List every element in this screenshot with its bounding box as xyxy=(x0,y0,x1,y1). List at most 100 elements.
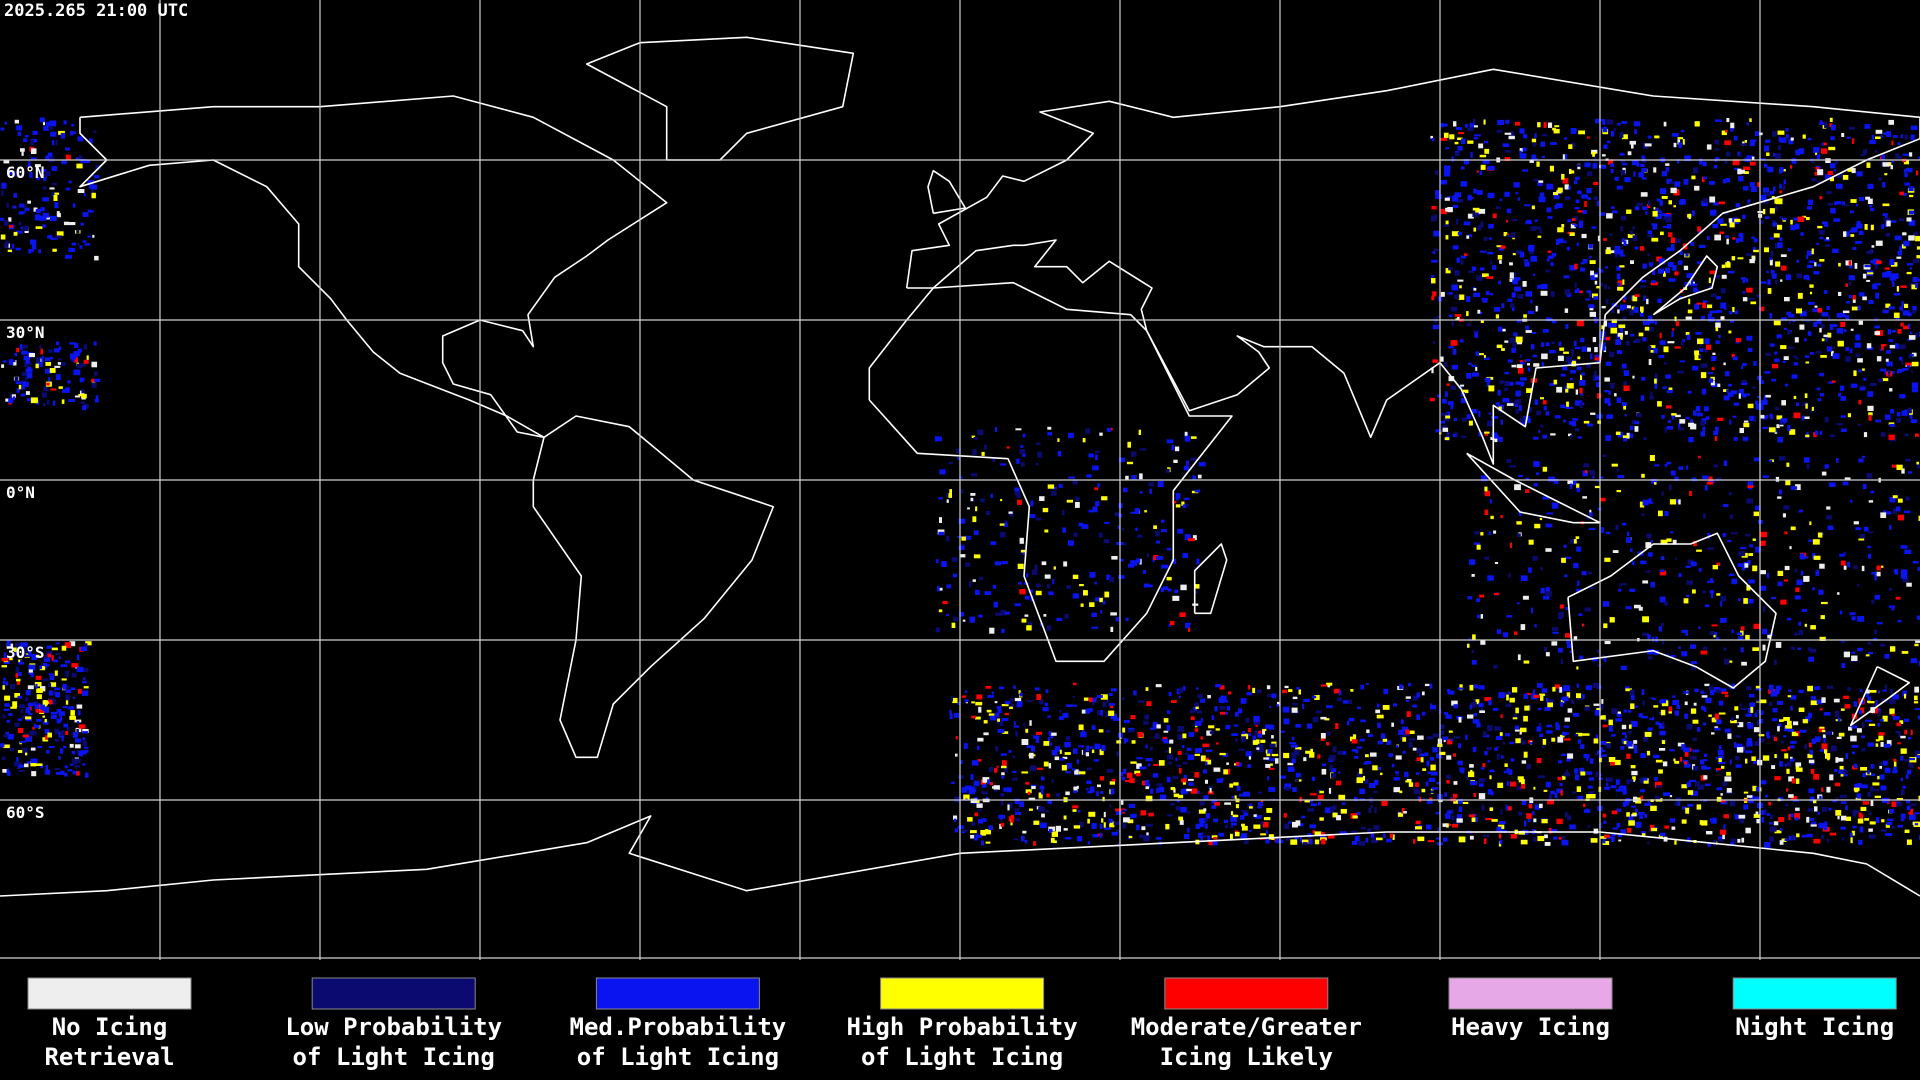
icing-pixel xyxy=(1440,179,1447,185)
icing-pixel xyxy=(1615,431,1621,435)
icing-pixel xyxy=(63,745,67,749)
icing-pixel xyxy=(1777,496,1782,499)
icing-pixel xyxy=(1632,776,1636,781)
icing-pixel xyxy=(1073,532,1078,537)
icing-pixel xyxy=(1587,571,1592,575)
icing-pixel xyxy=(1117,525,1121,529)
icing-pixel xyxy=(1211,715,1215,720)
icing-pixel xyxy=(1570,128,1577,134)
icing-pixel xyxy=(1674,316,1677,322)
icing-pixel xyxy=(1473,134,1481,137)
icing-pixel xyxy=(16,347,20,353)
icing-pixel xyxy=(1591,657,1598,662)
icing-pixel xyxy=(956,457,960,460)
icing-pixel xyxy=(1890,371,1895,374)
icing-pixel xyxy=(1857,783,1862,788)
icing-pixel xyxy=(1622,801,1627,807)
icing-pixel xyxy=(1207,835,1211,842)
icing-pixel xyxy=(1620,160,1626,164)
icing-pixel xyxy=(1581,694,1585,699)
icing-pixel xyxy=(1566,639,1571,644)
icing-pixel xyxy=(39,709,44,713)
icing-pixel xyxy=(1900,285,1907,288)
icing-pixel xyxy=(39,215,47,221)
icing-pixel xyxy=(1517,368,1524,374)
icing-pixel xyxy=(1402,737,1407,742)
icing-pixel xyxy=(1835,810,1842,816)
icing-pixel xyxy=(980,498,985,503)
icing-pixel xyxy=(992,786,997,789)
icing-pixel xyxy=(1838,732,1845,737)
icing-pixel xyxy=(1842,175,1849,180)
icing-pixel xyxy=(1588,777,1595,781)
icing-pixel xyxy=(1723,395,1730,401)
icing-pixel xyxy=(1572,791,1577,794)
icing-pixel xyxy=(1142,570,1146,574)
icing-pixel xyxy=(1309,793,1317,796)
icing-pixel xyxy=(94,398,99,403)
icing-pixel xyxy=(1460,398,1467,404)
icing-pixel xyxy=(974,812,978,817)
icing-pixel xyxy=(1797,216,1805,222)
icing-pixel xyxy=(1121,809,1126,813)
icing-pixel xyxy=(1903,160,1909,165)
icing-pixel xyxy=(1357,773,1362,778)
icing-pixel xyxy=(1555,724,1560,731)
icing-pixel xyxy=(74,744,81,749)
icing-pixel xyxy=(66,707,70,710)
icing-pixel xyxy=(1078,724,1084,731)
icing-pixel xyxy=(1566,757,1571,762)
icing-pixel xyxy=(1906,271,1912,275)
icing-pixel xyxy=(1444,170,1451,177)
icing-pixel xyxy=(1586,757,1589,761)
icing-pixel xyxy=(1774,776,1781,781)
icing-pixel xyxy=(994,701,998,704)
icing-pixel xyxy=(1806,276,1810,281)
icing-pixel xyxy=(21,747,28,753)
icing-pixel xyxy=(1728,492,1732,496)
icing-pixel xyxy=(1536,472,1540,476)
icing-pixel xyxy=(1268,787,1276,792)
icing-pixel xyxy=(1436,753,1443,759)
icing-pixel xyxy=(44,769,50,775)
icing-pixel xyxy=(1569,377,1573,381)
icing-pixel xyxy=(1291,752,1297,758)
icing-pixel xyxy=(1072,748,1078,754)
icing-pixel xyxy=(1148,482,1154,487)
icing-pixel xyxy=(1610,308,1615,314)
icing-pixel xyxy=(1457,137,1463,141)
icing-pixel xyxy=(1709,590,1715,594)
icing-pixel xyxy=(972,516,977,523)
icing-pixel xyxy=(1886,740,1892,746)
icing-pixel xyxy=(1902,153,1910,156)
icing-pixel xyxy=(1458,743,1461,749)
icing-pixel xyxy=(964,785,972,790)
icing-pixel xyxy=(970,493,976,496)
icing-pixel xyxy=(955,736,958,740)
icing-pixel xyxy=(1844,477,1851,480)
icing-pixel xyxy=(1910,803,1917,806)
icing-pixel xyxy=(1626,779,1630,785)
icing-pixel xyxy=(1579,387,1583,394)
icing-pixel xyxy=(1691,661,1698,665)
icing-pixel xyxy=(1049,742,1053,746)
icing-pixel xyxy=(1029,720,1032,726)
icing-pixel xyxy=(1629,779,1634,783)
icing-pixel xyxy=(1326,742,1330,746)
icing-pixel xyxy=(1911,370,1913,374)
icing-pixel xyxy=(1825,730,1833,736)
icing-pixel xyxy=(1862,455,1865,459)
icing-pixel xyxy=(975,799,980,803)
icing-pixel xyxy=(64,772,68,777)
icing-pixel xyxy=(1796,579,1803,586)
icing-pixel xyxy=(34,724,40,728)
icing-pixel xyxy=(1681,744,1686,750)
icing-pixel xyxy=(1498,692,1505,699)
icing-pixel xyxy=(1786,462,1790,467)
icing-pixel xyxy=(954,828,958,833)
icing-pixel xyxy=(1367,734,1374,737)
icing-pixel xyxy=(1821,312,1829,317)
icing-pixel xyxy=(1893,761,1897,767)
icing-pixel xyxy=(1086,788,1089,791)
icing-pixel xyxy=(1,657,9,662)
